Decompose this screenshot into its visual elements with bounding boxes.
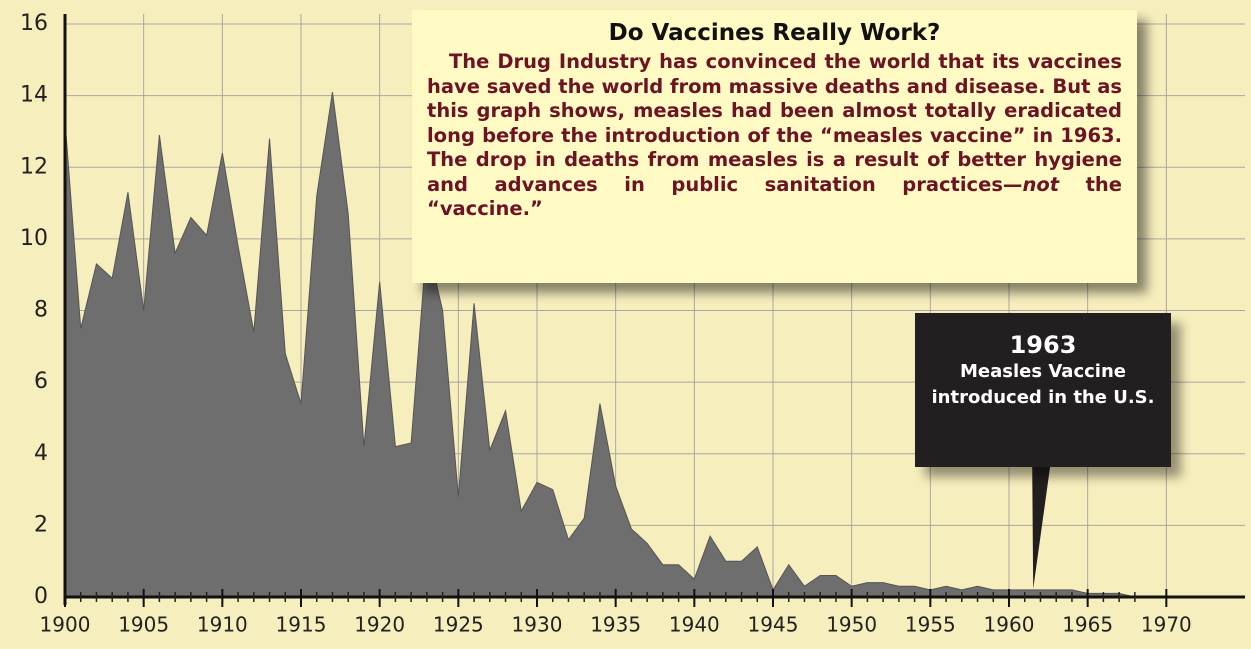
note-body: The Drug Industry has convinced the worl…: [427, 50, 1122, 222]
y-tick-label: 8: [34, 298, 48, 323]
callout-year: 1963: [1009, 331, 1077, 359]
x-tick-label: 1920: [354, 613, 405, 637]
x-tick-label: 1950: [826, 613, 877, 637]
x-tick-label: 1900: [40, 613, 91, 637]
area: [64, 91, 1135, 598]
x-tick-label: 1960: [984, 613, 1035, 637]
y-tick-label: 14: [20, 83, 48, 108]
note-emphasis: not: [1022, 172, 1060, 196]
note-text: the “vaccine.”: [427, 172, 1122, 221]
x-tick-label: 1905: [118, 613, 169, 637]
note-box: Do Vaccines Really Work? The Drug Indust…: [412, 10, 1137, 283]
y-tick-label: 16: [20, 11, 48, 36]
x-tick-label: 1915: [276, 613, 327, 637]
y-tick-label: 12: [20, 154, 48, 179]
x-tick-label: 1955: [905, 613, 956, 637]
x-tick-label: 1910: [197, 613, 248, 637]
x-tick-label: 1940: [669, 613, 720, 637]
x-tick-label: 1945: [748, 613, 799, 637]
y-tick-label: 6: [34, 369, 48, 394]
x-tick-label: 1930: [512, 613, 563, 637]
x-tick-label: 1965: [1062, 613, 1113, 637]
callout-box: 1963 Measles Vaccine introduced in the U…: [915, 313, 1171, 467]
y-tick-label: 4: [34, 441, 48, 466]
x-tick-label: 1925: [433, 613, 484, 637]
callout-line: Measles Vaccine: [960, 361, 1126, 382]
callout-line: introduced in the U.S.: [931, 387, 1155, 408]
y-tick-label: 2: [34, 512, 48, 537]
x-tick-label: 1970: [1141, 613, 1192, 637]
callout-pointer: [1032, 466, 1051, 589]
x-tick-label: 1935: [590, 613, 641, 637]
note-title: Do Vaccines Really Work?: [608, 20, 941, 46]
y-tick-label: 0: [34, 584, 48, 609]
y-tick-label: 10: [20, 226, 48, 251]
note-text: The Drug Industry has convinced the worl…: [427, 50, 1122, 196]
